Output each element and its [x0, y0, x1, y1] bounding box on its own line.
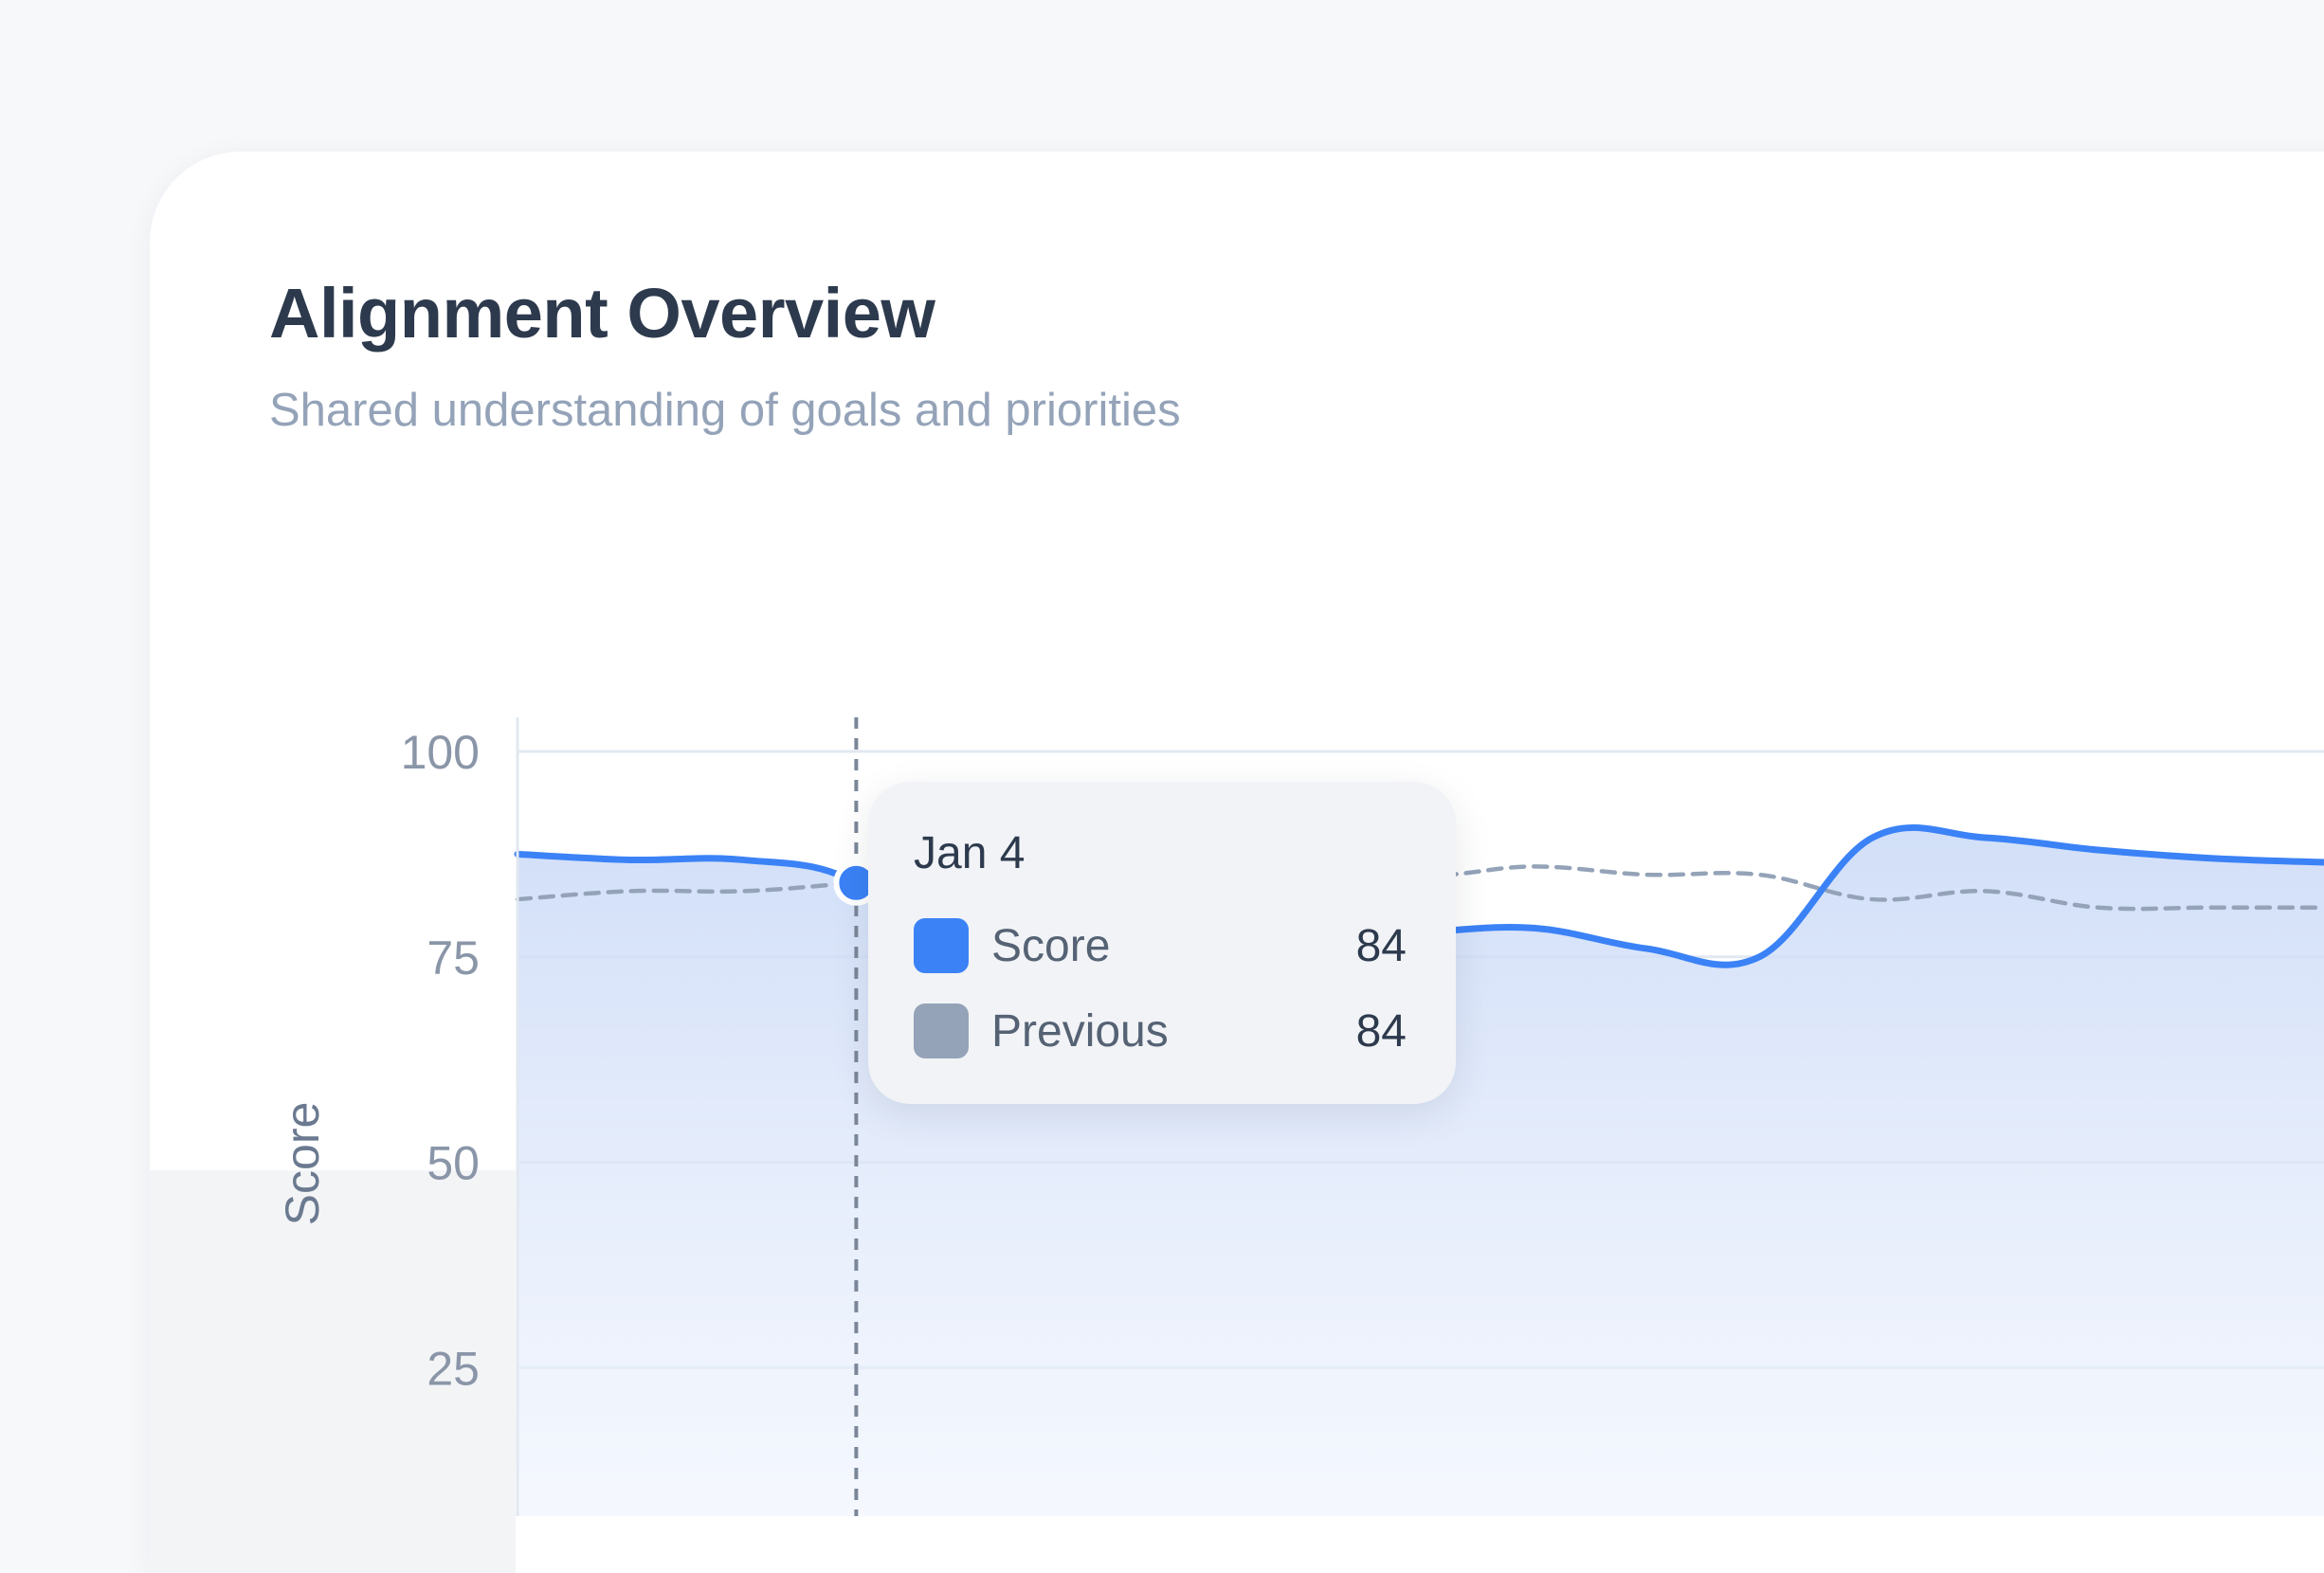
- axis-panel: [150, 1170, 516, 1573]
- chart-tooltip: Jan 4 Score 84 Previous 84: [868, 782, 1456, 1104]
- tooltip-series-value: 84: [1355, 921, 1407, 971]
- y-tick-label: 25: [427, 1342, 480, 1395]
- tooltip-row-previous: Previous 84: [914, 1002, 1407, 1058]
- y-axis-label: Score: [276, 1102, 329, 1226]
- chart-plot: 100 75 50 25 Score: [276, 717, 2324, 1516]
- y-tick-label: 50: [427, 1137, 480, 1190]
- tooltip-series-name: Score: [991, 921, 1111, 971]
- tooltip-series-name: Previous: [991, 1006, 1169, 1057]
- tooltip-date: Jan 4: [914, 828, 1026, 878]
- y-tick-label: 75: [427, 931, 480, 985]
- y-tick-label: 100: [401, 726, 480, 779]
- score-swatch: [914, 918, 969, 973]
- chart-subtitle: Shared understanding of goals and priori…: [269, 385, 1181, 436]
- tooltip-row-score: Score 84: [914, 916, 1407, 973]
- previous-swatch: [914, 1003, 969, 1058]
- tooltip-series-value: 84: [1355, 1006, 1407, 1057]
- chart-title: Alignment Overview: [269, 274, 935, 353]
